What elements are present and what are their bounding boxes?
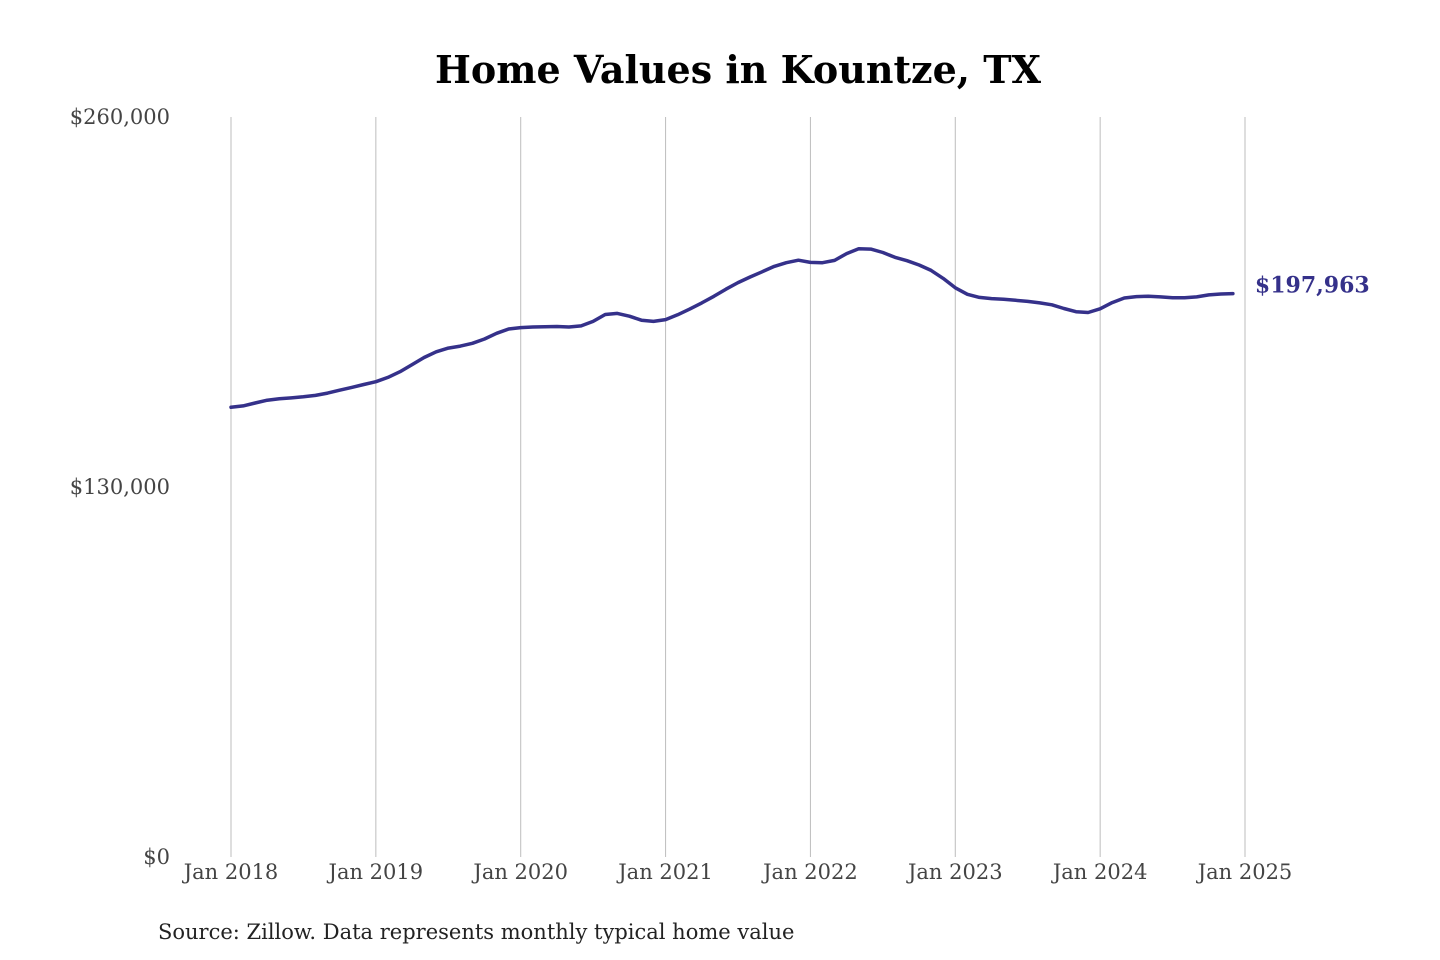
x-tick-label: Jan 2024 xyxy=(1051,860,1148,884)
x-tick-label: Jan 2020 xyxy=(471,860,568,884)
y-tick-label: $130,000 xyxy=(70,475,170,499)
x-tick-label: Jan 2025 xyxy=(1196,860,1293,884)
latest-value-label: $197,963 xyxy=(1255,273,1370,299)
x-tick-label: Jan 2019 xyxy=(327,860,424,884)
x-tick-label: Jan 2022 xyxy=(761,860,858,884)
home-value-series-line xyxy=(229,247,1235,410)
x-axis-tick-labels: Jan 2018 Jan 2019 Jan 2020 Jan 2021 Jan 2022… xyxy=(182,860,1293,884)
chart-title: Home Values in Kountze, TX xyxy=(435,47,1041,92)
x-tick-label: Jan 2018 xyxy=(182,860,279,884)
y-axis-tick-labels: $0 $130,000 $260,000 xyxy=(70,105,170,869)
source-note: Source: Zillow. Data represents monthly … xyxy=(158,920,794,944)
y-tick-label: $0 xyxy=(143,845,170,869)
x-tick-label: Jan 2023 xyxy=(906,860,1003,884)
x-tick-label: Jan 2021 xyxy=(616,860,713,884)
vertical-gridlines xyxy=(230,117,1246,857)
y-tick-label: $260,000 xyxy=(70,105,170,129)
